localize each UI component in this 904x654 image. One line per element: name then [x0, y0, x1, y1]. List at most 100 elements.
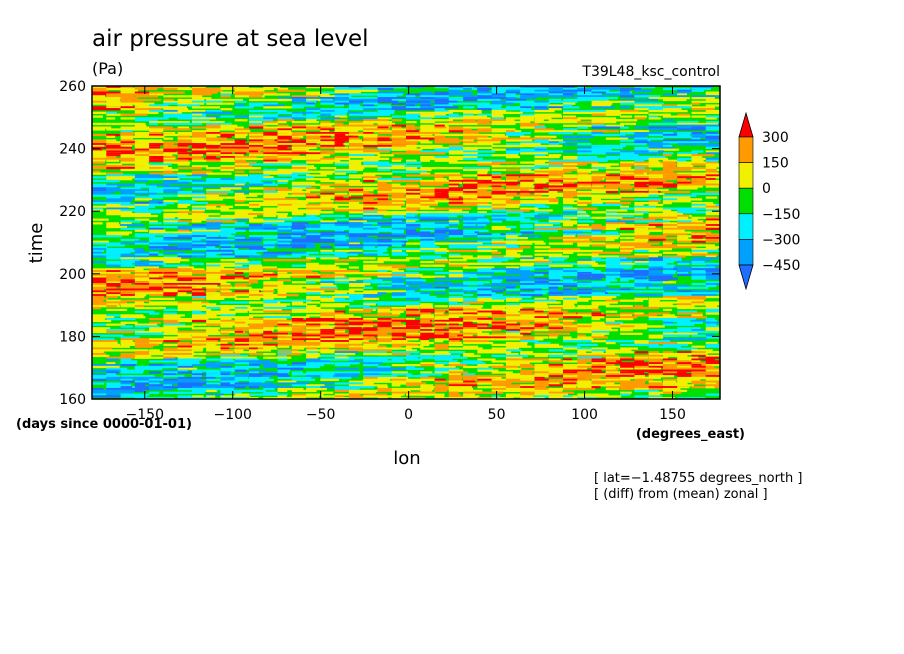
field-cell	[363, 122, 374, 126]
field-cell	[434, 321, 461, 324]
field-cell	[377, 108, 401, 111]
field-cell	[277, 273, 309, 277]
field-cell	[234, 238, 256, 242]
field-cell	[363, 196, 378, 199]
field-cell	[348, 155, 380, 159]
field-cell	[106, 303, 119, 306]
field-cell	[534, 179, 560, 183]
field-cell	[334, 354, 345, 358]
field-cell	[334, 130, 357, 133]
field-cell	[691, 161, 705, 164]
field-cell	[191, 205, 217, 208]
field-cell	[634, 126, 651, 129]
field-cell	[477, 163, 500, 166]
field-cell	[149, 211, 161, 214]
field-cell	[406, 126, 423, 129]
field-cell	[191, 165, 208, 168]
field-cell	[534, 341, 551, 345]
field-cell	[648, 163, 667, 166]
field-cell	[434, 268, 444, 271]
field-cell	[505, 251, 518, 254]
field-cell	[220, 235, 246, 238]
field-cell	[448, 122, 480, 126]
field-cell	[563, 238, 580, 242]
field-cell	[620, 305, 630, 308]
field-cell	[177, 317, 202, 321]
field-cell	[634, 117, 646, 120]
field-cell	[563, 192, 592, 196]
field-cell	[691, 216, 718, 219]
field-cell	[234, 213, 249, 216]
field-cell	[434, 102, 449, 105]
field-cell	[577, 87, 602, 91]
field-cell	[505, 203, 534, 207]
field-cell	[163, 152, 187, 155]
field-cell	[291, 143, 304, 146]
field-cell	[320, 319, 349, 323]
field-cell	[92, 87, 108, 91]
field-cell	[306, 152, 327, 155]
field-cell	[691, 364, 702, 367]
field-cell	[263, 213, 281, 216]
field-cell	[463, 86, 475, 89]
field-cell	[406, 235, 432, 238]
field-cell	[334, 98, 348, 102]
field-cell	[348, 106, 363, 109]
field-cell	[320, 161, 334, 164]
field-cell	[206, 338, 234, 341]
field-cell	[448, 102, 464, 105]
field-cell	[377, 336, 394, 339]
field-cell	[634, 93, 650, 96]
field-cell	[106, 362, 116, 365]
field-cell	[406, 165, 423, 168]
field-cell	[263, 146, 286, 149]
field-cell	[306, 108, 326, 111]
field-cell	[191, 224, 207, 227]
field-cell	[434, 340, 444, 343]
field-cell	[406, 249, 430, 253]
field-cell	[234, 376, 249, 380]
field-cell	[149, 279, 177, 282]
field-cell	[406, 124, 415, 127]
field-cell	[348, 382, 367, 385]
field-cell	[177, 292, 187, 295]
field-cell	[691, 367, 708, 370]
field-cell	[249, 178, 277, 181]
field-cell	[491, 380, 523, 383]
field-cell	[391, 384, 401, 387]
field-cell	[662, 255, 686, 258]
field-cell	[563, 321, 572, 324]
field-cell	[348, 174, 376, 177]
field-cell	[434, 319, 452, 323]
field-cell	[263, 266, 277, 269]
field-cell	[291, 373, 315, 376]
field-cell	[620, 275, 640, 278]
field-cell	[163, 190, 185, 194]
field-cell	[377, 201, 393, 205]
field-cell	[548, 325, 562, 328]
field-cell	[534, 371, 552, 374]
field-cell	[134, 159, 159, 162]
field-cell	[277, 341, 293, 345]
field-cell	[420, 260, 434, 264]
field-cell	[420, 203, 438, 207]
field-cell	[505, 246, 520, 249]
field-cell	[648, 176, 667, 179]
field-cell	[648, 305, 679, 308]
field-cell	[191, 332, 219, 335]
field-cell	[648, 133, 674, 137]
field-cell	[705, 360, 720, 363]
field-cell	[691, 376, 716, 380]
field-cell	[249, 294, 274, 297]
field-cell	[206, 227, 228, 231]
field-cell	[491, 87, 516, 91]
field-cell	[334, 200, 355, 203]
field-cell	[134, 132, 156, 135]
field-cell	[677, 216, 689, 219]
field-cell	[377, 100, 399, 103]
field-cell	[120, 336, 140, 339]
field-cell	[548, 89, 571, 92]
field-cell	[705, 93, 720, 96]
field-cell	[391, 183, 401, 186]
field-cell	[263, 209, 294, 212]
